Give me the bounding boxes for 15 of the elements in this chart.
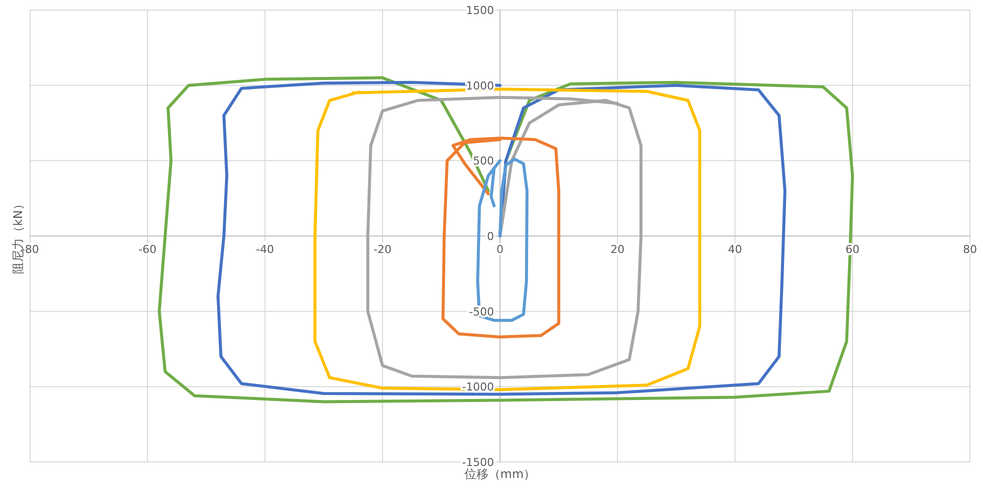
x-tick-label: -60	[138, 243, 156, 256]
x-tick-label: -40	[256, 243, 274, 256]
y-tick-label: 1500	[466, 4, 494, 17]
line-series	[442, 136, 560, 338]
x-tick-label: -20	[374, 243, 392, 256]
y-tick-label: 0	[487, 230, 494, 243]
x-axis-title: 位移（mm）	[464, 467, 536, 481]
y-tick-label: -1500	[462, 456, 494, 469]
line-series	[366, 96, 642, 380]
line-series	[216, 80, 786, 396]
x-tick-label: 40	[728, 243, 742, 256]
x-tick-label: 80	[963, 243, 977, 256]
y-tick-label: 1000	[466, 79, 494, 92]
x-tick-label: 20	[610, 243, 624, 256]
x-tick-label: 0	[496, 243, 504, 256]
